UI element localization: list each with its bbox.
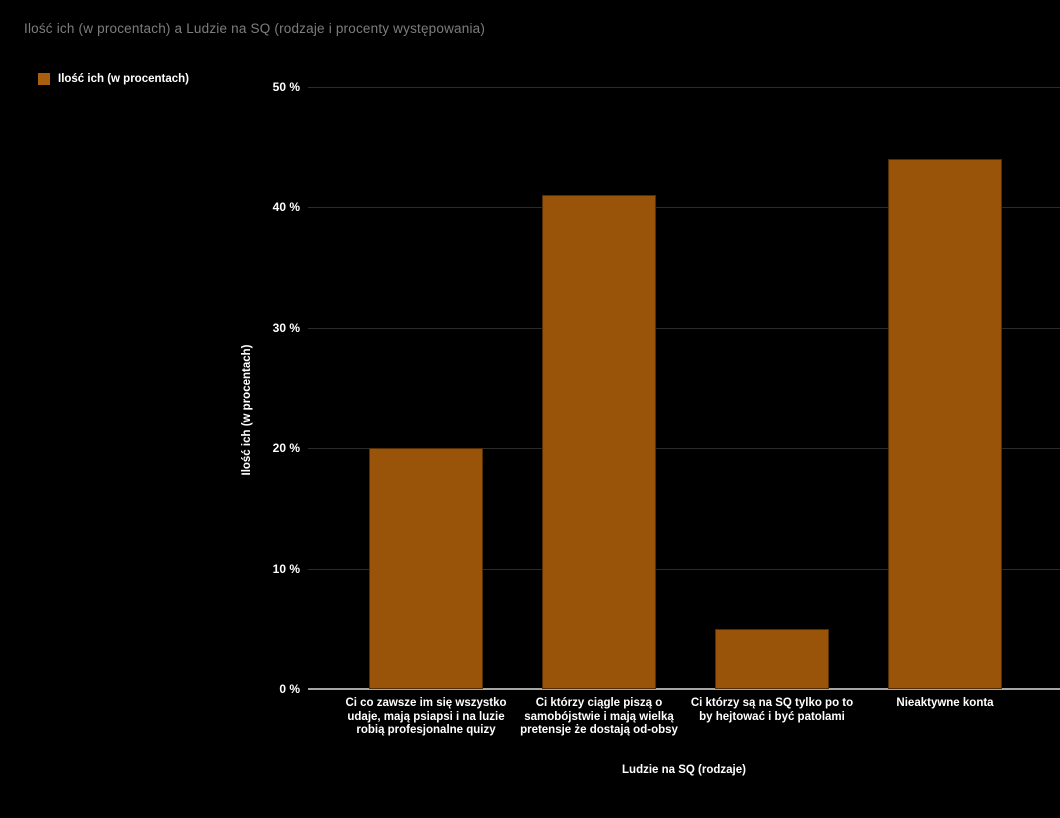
- gridline: [308, 207, 1060, 209]
- bar-2: [542, 195, 656, 689]
- category-label-line: Nieaktywne konta: [896, 697, 994, 709]
- y-tick-label: 10 %: [272, 561, 300, 576]
- category-label-4: Nieaktywne konta: [847, 697, 1043, 711]
- y-tick-label: 50 %: [272, 80, 300, 94]
- gridline: [308, 448, 1060, 450]
- category-label-line: by hejtować i być patolami: [699, 710, 845, 723]
- y-tick-label: 20 %: [272, 441, 300, 456]
- category-label-line: robią profesjonalne quizy: [356, 724, 496, 736]
- category-label-1: Ci co zawsze im się wszystko udaje, mają …: [328, 697, 524, 738]
- y-tick-label: 40 %: [272, 200, 300, 215]
- category-label-line: Ci co zawsze im się wszystko: [345, 697, 507, 709]
- category-label-line: Ci którzy są na SQ tylko po to: [690, 697, 854, 709]
- bar-3: [715, 628, 829, 689]
- category-label-3: Ci którzy są na SQ tylko po to by hejtowa…: [674, 697, 870, 724]
- bar-4: [888, 159, 1002, 689]
- gridline: [308, 327, 1060, 329]
- x-axis-baseline: [308, 688, 1060, 690]
- chart-title: Ilość ich (w procentach) a Ludzie na SQ …: [24, 21, 486, 36]
- y-axis-title: Ilość ich (w procentach): [241, 344, 253, 476]
- category-label-line: samobójstwie i mają wielką: [524, 710, 674, 723]
- legend-swatch-icon: [38, 73, 50, 85]
- x-axis-title: Ludzie na SQ (rodzaje): [622, 764, 746, 776]
- legend: Ilość ich (w procentach): [38, 73, 189, 85]
- y-tick-label: 30 %: [272, 320, 300, 335]
- gridline: [308, 87, 1060, 88]
- category-label-line: pretensje że dostają od-obsy: [520, 724, 678, 736]
- y-tick-label: 0 %: [279, 682, 300, 696]
- category-label-2: Ci którzy ciągle piszą o samobójstwie i m…: [501, 697, 697, 738]
- legend-label: Ilość ich (w procentach): [58, 73, 189, 85]
- bar-1: [369, 448, 483, 689]
- category-label-line: udaje, mają psiapsi i na luzie: [347, 710, 505, 723]
- gridline: [308, 568, 1060, 570]
- category-label-line: Ci którzy ciągle piszą o: [535, 697, 663, 709]
- plot-area: [308, 87, 1060, 690]
